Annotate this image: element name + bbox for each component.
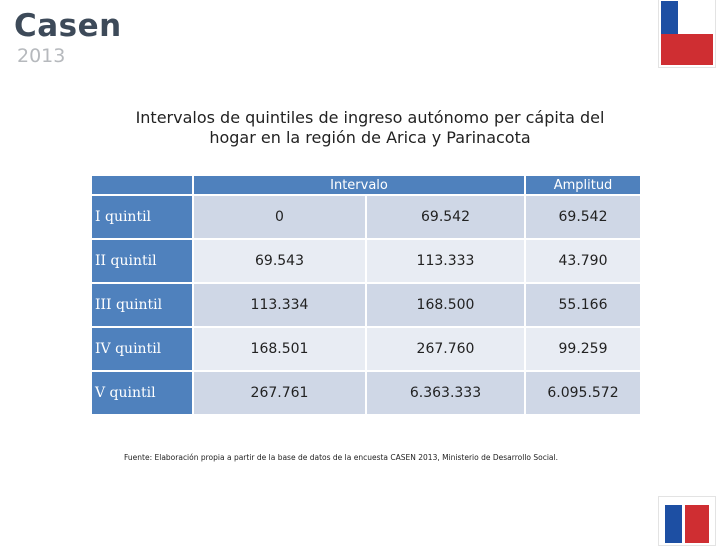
chile-flag-icon-bottom [658,496,716,546]
cell-from: 113.334 [194,284,365,326]
title-line-2: hogar en la región de Arica y Parinacota [209,128,531,147]
cell-amplitude: 6.095.572 [526,372,640,414]
cell-to: 267.760 [367,328,524,370]
title-line-1: Intervalos de quintiles de ingreso autón… [135,108,605,127]
row-label: V quintil [92,372,192,414]
cell-to: 6.363.333 [367,372,524,414]
header-interval: Intervalo [194,176,524,194]
row-label: II quintil [92,240,192,282]
slide-title: Intervalos de quintiles de ingreso autón… [90,108,650,148]
cell-to: 168.500 [367,284,524,326]
cell-from: 267.761 [194,372,365,414]
row-label: III quintil [92,284,192,326]
cell-amplitude: 69.542 [526,196,640,238]
cell-from: 69.543 [194,240,365,282]
row-label: I quintil [92,196,192,238]
cell-from: 168.501 [194,328,365,370]
cell-to: 113.333 [367,240,524,282]
logo-word: Casen [14,8,122,44]
cell-amplitude: 43.790 [526,240,640,282]
cell-amplitude: 99.259 [526,328,640,370]
row-label: IV quintil [92,328,192,370]
chile-flag-icon [658,0,716,68]
logo-year: 2013 [17,45,66,67]
cell-from: 0 [194,196,365,238]
header-blank [92,176,192,194]
source-note: Fuente: Elaboración propia a partir de l… [124,453,558,462]
header-amplitude: Amplitud [526,176,640,194]
cell-amplitude: 55.166 [526,284,640,326]
cell-to: 69.542 [367,196,524,238]
quintile-table: Intervalo Amplitud I quintil 0 69.542 69.54… [92,176,640,414]
